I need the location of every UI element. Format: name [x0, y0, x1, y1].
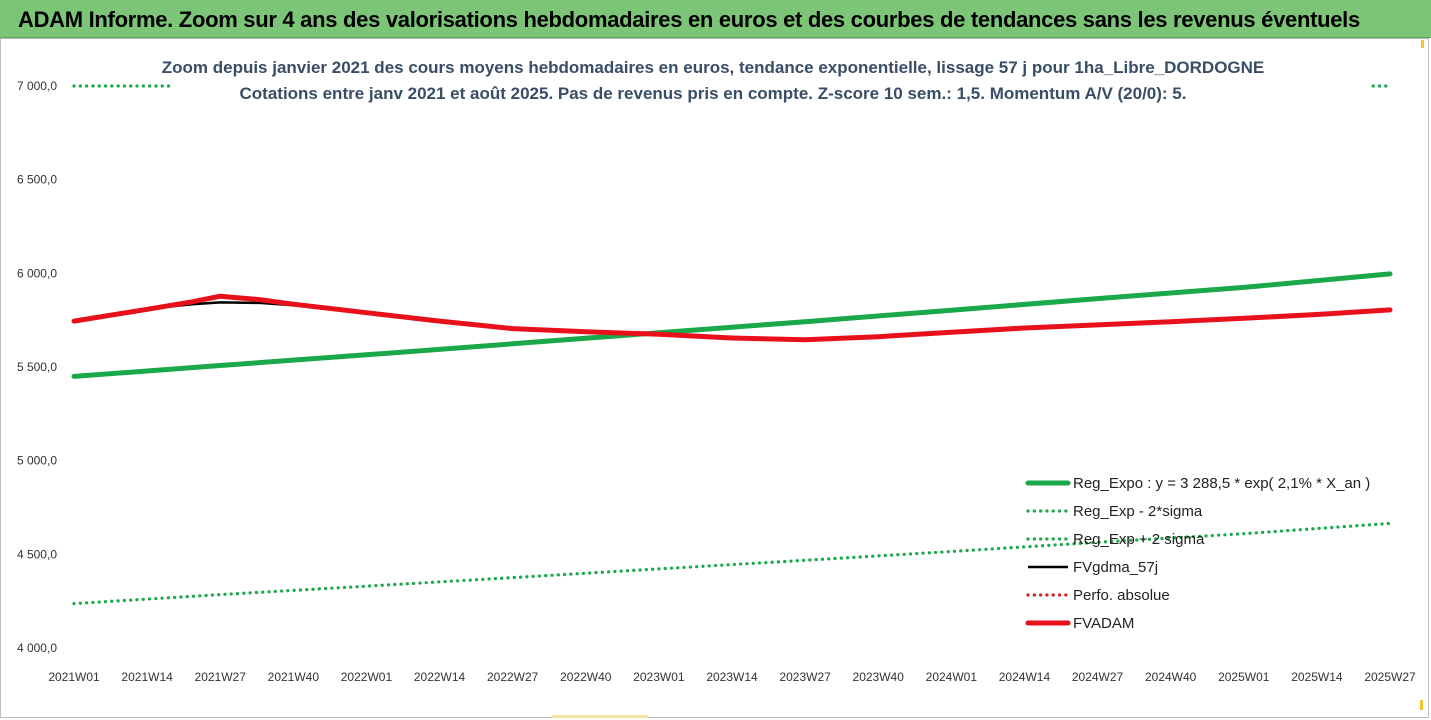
edge-marker-right	[1420, 700, 1423, 710]
chart-title-line-1: Zoom depuis janvier 2021 des cours moyen…	[162, 58, 1265, 77]
y-tick-label: 5 000,0	[17, 454, 57, 468]
legend-label: Reg_Exp - 2*sigma	[1073, 503, 1203, 520]
edge-marker-bottom	[552, 715, 648, 718]
y-tick-label: 6 500,0	[17, 173, 57, 187]
line-chart: Zoom depuis janvier 2021 des cours moyen…	[17, 58, 1416, 684]
y-tick-label: 5 500,0	[17, 360, 57, 374]
chart-title-line-2: Cotations entre janv 2021 et août 2025. …	[240, 84, 1187, 103]
series-fvadam-line	[71, 293, 1393, 343]
edge-marker-top	[1421, 40, 1424, 48]
series-reg-expo-y-3-288-5-exp-2-1-x-an-line	[71, 271, 1393, 379]
x-tick-label: 2025W01	[1218, 670, 1270, 684]
x-tick-label: 2022W27	[487, 670, 539, 684]
x-tick-label: 2024W01	[926, 670, 978, 684]
x-tick-label: 2021W27	[195, 670, 247, 684]
x-tick-label: 2024W14	[999, 670, 1051, 684]
x-tick-label: 2025W27	[1364, 670, 1416, 684]
chart-legend: Reg_Expo : y = 3 288,5 * exp( 2,1% * X_a…	[1025, 475, 1370, 632]
series-reg-exp-2-sigma-line	[72, 521, 1392, 606]
x-tick-label: 2024W40	[1145, 670, 1197, 684]
series-layer	[71, 84, 1393, 606]
legend-label: FVgdma_57j	[1073, 559, 1158, 576]
x-tick-label: 2023W14	[706, 670, 758, 684]
x-tick-label: 2022W01	[341, 670, 393, 684]
y-tick-label: 6 000,0	[17, 266, 57, 280]
x-axis-ticks: 2021W01 2021W14 2021W27 2021W40 2022W01 2022W…	[48, 670, 1416, 684]
x-tick-label: 2024W27	[1072, 670, 1124, 684]
x-tick-label: 2023W01	[633, 670, 685, 684]
legend-label: Reg_Exp + 2 sigma	[1073, 531, 1205, 548]
report-title: ADAM Informe. Zoom sur 4 ans des valoris…	[18, 7, 1360, 32]
x-tick-label: 2022W14	[414, 670, 466, 684]
chart-frame: Zoom depuis janvier 2021 des cours moyen…	[0, 38, 1429, 718]
x-tick-label: 2021W40	[268, 670, 320, 684]
x-tick-label: 2022W40	[560, 670, 612, 684]
y-tick-label: 4 000,0	[17, 641, 57, 655]
legend-label: Perfo. absolue	[1073, 587, 1170, 604]
y-tick-label: 4 500,0	[17, 547, 57, 561]
y-tick-label: 7 000,0	[17, 79, 57, 93]
legend-label: FVADAM	[1073, 615, 1134, 632]
x-tick-label: 2021W01	[48, 670, 100, 684]
x-tick-label: 2023W40	[853, 670, 905, 684]
x-tick-label: 2021W14	[121, 670, 173, 684]
y-axis-ticks: 4 000,0 4 500,0 5 000,0 5 500,0 6 000,0 6 500…	[17, 79, 57, 655]
legend-label: Reg_Expo : y = 3 288,5 * exp( 2,1% * X_a…	[1073, 475, 1370, 492]
report-banner: ADAM Informe. Zoom sur 4 ans des valoris…	[0, 0, 1431, 38]
x-tick-label: 2025W14	[1291, 670, 1343, 684]
x-tick-label: 2023W27	[779, 670, 831, 684]
